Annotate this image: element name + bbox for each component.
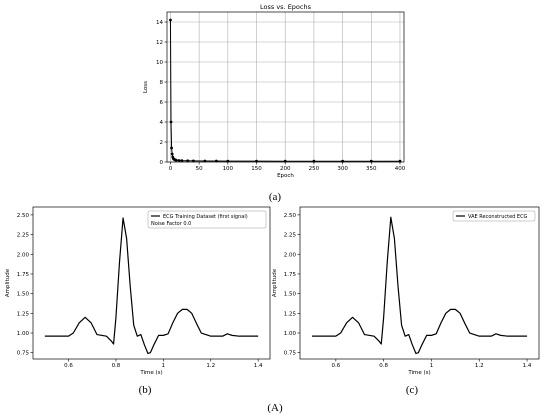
data-point	[177, 159, 181, 162]
y-tick-label: 1.25	[17, 311, 30, 317]
x-tick-label: 1.4	[254, 363, 263, 369]
plot-frame	[32, 206, 271, 360]
series-line	[311, 216, 528, 355]
x-tick-label: 0.8	[379, 363, 388, 369]
y-axis-label: Amplitude	[5, 268, 11, 297]
legend-label: ECG Training Dataset (first signal)	[163, 214, 248, 220]
x-tick-label: 0	[169, 166, 173, 172]
x-axis-label: Epoch	[277, 173, 294, 179]
legend-box	[452, 210, 536, 222]
x-tick-label: 400	[395, 166, 406, 172]
y-tick-label: 6	[160, 100, 164, 106]
series-line	[169, 19, 400, 162]
data-point	[255, 159, 258, 163]
data-point	[180, 159, 184, 163]
data-point	[169, 120, 173, 124]
data-point	[341, 159, 344, 163]
x-tick-label: 350	[366, 166, 377, 172]
x-tick-label: 1	[430, 363, 434, 369]
x-tick-label: 150	[251, 166, 262, 172]
caption-b: (b)	[139, 384, 152, 396]
x-tick-label: 0.6	[64, 363, 73, 369]
legend-label: VAE Reconstructed ECG	[468, 214, 528, 220]
x-axis-label: Time (s)	[139, 370, 162, 376]
y-tick-label: 2.00	[284, 252, 297, 258]
y-tick-label: 1.00	[284, 331, 297, 337]
data-point	[170, 152, 174, 156]
y-tick-label: 2.00	[17, 252, 30, 258]
x-tick-label: 250	[309, 166, 320, 172]
y-tick-label: 1.50	[284, 292, 297, 298]
y-tick-label: 2.50	[17, 213, 30, 219]
y-tick-label: 0.75	[284, 351, 297, 357]
plot-frame	[299, 206, 540, 360]
y-tick-label: 1.75	[17, 272, 30, 278]
y-tick-label: 4	[160, 120, 164, 126]
x-tick-label: 0.6	[331, 363, 340, 369]
y-axis-label: Amplitude	[272, 268, 278, 297]
legend-box	[147, 210, 267, 229]
data-point	[398, 159, 402, 163]
y-tick-label: 2	[160, 140, 164, 146]
y-tick-label: 2.25	[284, 233, 297, 239]
data-point	[283, 159, 287, 163]
y-tick-label: 12	[156, 40, 163, 46]
y-tick-label: 1.75	[284, 272, 297, 278]
series-line	[44, 217, 259, 355]
x-tick-label: 1.4	[523, 363, 532, 369]
x-tick-label: 1.2	[206, 363, 215, 369]
data-point	[169, 18, 172, 22]
y-tick-label: 1.00	[17, 331, 30, 337]
caption-a: (a)	[269, 191, 282, 203]
y-tick-label: 2.50	[284, 213, 297, 219]
data-point	[191, 159, 195, 163]
x-tick-label: 200	[280, 166, 291, 172]
data-point	[312, 159, 316, 163]
data-point	[214, 159, 218, 163]
loss-chart: 0 50 100 150 200 250 300 350 400 0 2 4 6 8 10 12 14 Loss …	[143, 3, 406, 179]
x-axis-label: Time (s)	[407, 370, 430, 376]
x-tick-label: 100	[223, 166, 234, 172]
ecg-reconstructed-chart: 0.6 0.8 1 1.2 1.4 0.75 1.00 1.25 1.50 1.75 2.00 2.2…	[272, 206, 540, 376]
y-tick-label: 10	[156, 60, 163, 66]
x-tick-label: 300	[337, 166, 348, 172]
legend-label-2: Noise Factor 0.0	[151, 221, 191, 227]
x-tick-label: 1	[162, 363, 166, 369]
y-tick-label: 1.25	[284, 311, 297, 317]
caption-A: (A)	[267, 402, 283, 414]
x-tick-label: 50	[196, 166, 203, 172]
data-point	[174, 158, 178, 162]
y-tick-label: 14	[156, 20, 163, 26]
chart-title: Loss vs. Epochs	[260, 3, 312, 11]
data-point	[186, 159, 190, 163]
ecg-training-chart: 0.6 0.8 1 1.2 1.4 0.75 1.00 1.25 1.50 1.75 2.00 2.2…	[5, 206, 271, 376]
y-tick-label: 8	[160, 80, 164, 86]
y-axis-label: Loss	[143, 81, 149, 93]
y-tick-label: 1.50	[17, 292, 30, 298]
data-point	[170, 146, 173, 150]
data-point	[226, 159, 230, 163]
data-point	[369, 159, 373, 163]
caption-c: (c)	[406, 384, 419, 396]
x-tick-label: 0.8	[112, 363, 121, 369]
y-tick-label: 0	[160, 160, 164, 166]
y-tick-label: 0.75	[17, 351, 30, 357]
x-tick-label: 1.2	[475, 363, 484, 369]
data-point	[203, 159, 207, 163]
y-tick-label: 2.25	[17, 233, 30, 239]
